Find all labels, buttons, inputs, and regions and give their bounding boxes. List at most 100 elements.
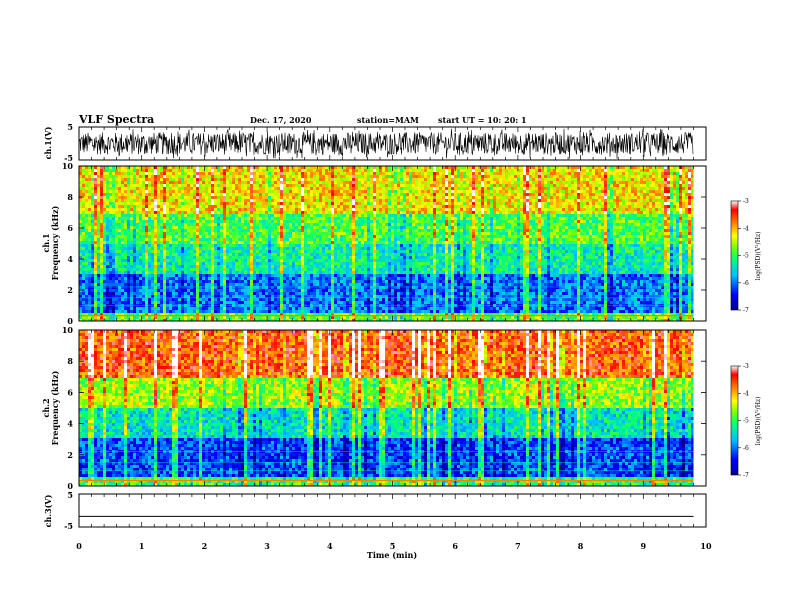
spectrogram-cell: [217, 175, 220, 178]
spectrogram-cell: [268, 214, 271, 217]
spectrogram-cell: [355, 208, 358, 211]
spectrogram-cell: [280, 184, 283, 187]
spectrogram-cell: [259, 235, 262, 238]
spectrogram-cell: [577, 169, 580, 172]
spectrogram-cell: [658, 169, 661, 172]
spectrogram-cell: [286, 223, 289, 226]
spectrogram-cell: [289, 220, 292, 223]
spectrogram-cell: [112, 196, 115, 199]
spectrogram-cell: [94, 187, 97, 190]
spectrogram-cell: [481, 178, 484, 181]
spectrogram-cell: [634, 169, 637, 172]
spectrogram-cell: [676, 199, 679, 202]
spectrogram-cell: [409, 208, 412, 211]
spectrogram-cell: [607, 205, 610, 208]
spectrogram-cell: [226, 184, 229, 187]
spectrogram-cell: [166, 229, 169, 232]
spectrogram-cell: [82, 205, 85, 208]
spectrogram-cell: [664, 217, 667, 220]
spectrogram-cell: [637, 232, 640, 235]
spectrogram-cell: [574, 184, 577, 187]
spectrogram-cell: [619, 166, 622, 169]
spectrogram-cell: [604, 181, 607, 184]
spectrogram-cell: [514, 217, 517, 220]
spectrogram-cell: [598, 184, 601, 187]
spectrogram-cell: [328, 211, 331, 214]
spectrogram-cell: [457, 220, 460, 223]
spectrogram-cell: [517, 232, 520, 235]
spectrogram-cell: [418, 211, 421, 214]
spectrogram-cell: [580, 181, 583, 184]
spectrogram-cell: [100, 196, 103, 199]
spectrogram-cell: [223, 178, 226, 181]
spectrogram-cell: [616, 181, 619, 184]
spectrogram-cell: [568, 178, 571, 181]
spectrogram-cell: [298, 202, 301, 205]
spectrogram-cell: [217, 166, 220, 169]
spectrogram-cell: [541, 232, 544, 235]
spectrogram-cell: [358, 178, 361, 181]
spectrogram-cell: [154, 193, 157, 196]
spectrogram-cell: [88, 226, 91, 229]
spectrogram-cell: [679, 193, 682, 196]
spectrogram-cell: [433, 193, 436, 196]
spectrogram-cell: [556, 235, 559, 238]
spectrogram-cell: [475, 229, 478, 232]
spectrogram-cell: [565, 199, 568, 202]
spectrogram-cell: [517, 235, 520, 238]
spectrogram-cell: [337, 181, 340, 184]
spectrogram-cell: [595, 166, 598, 169]
spectrogram-cell: [454, 175, 457, 178]
spectrogram-cell: [340, 220, 343, 223]
spectrogram-cell: [118, 226, 121, 229]
spectrogram-cell: [352, 214, 355, 217]
spectrogram-cell: [559, 187, 562, 190]
spectrogram-cell: [187, 181, 190, 184]
spectrogram-cell: [169, 175, 172, 178]
spectrogram-cell: [532, 196, 535, 199]
spectrogram-cell: [607, 208, 610, 211]
spectrogram-cell: [613, 169, 616, 172]
spectrogram-cell: [382, 199, 385, 202]
spectrogram-cell: [214, 181, 217, 184]
spectrogram-cell: [337, 172, 340, 175]
spectrogram-cell: [85, 193, 88, 196]
spectrogram-cell: [88, 238, 91, 241]
spectrogram-cell: [475, 214, 478, 217]
spectrogram-cell: [271, 220, 274, 223]
spectrogram-cell: [421, 187, 424, 190]
spectrogram-cell: [301, 217, 304, 220]
spectrogram-cell: [373, 208, 376, 211]
spectrogram-cell: [526, 205, 529, 208]
spectrogram-cell: [169, 187, 172, 190]
spectrogram-cell: [664, 172, 667, 175]
spectrogram-cell: [181, 169, 184, 172]
spectrogram-cell: [253, 193, 256, 196]
spectrogram-cell: [658, 199, 661, 202]
spectrogram-cell: [685, 220, 688, 223]
spectrogram-cell: [634, 202, 637, 205]
spectrogram-cell: [187, 187, 190, 190]
spectrogram-cell: [337, 202, 340, 205]
spectrogram-cell: [298, 178, 301, 181]
spectrogram-cell: [160, 217, 163, 220]
spectrogram-cell: [130, 175, 133, 178]
spectrogram-cell: [601, 196, 604, 199]
spectrogram-cell: [361, 235, 364, 238]
spectrogram-cell: [367, 205, 370, 208]
spectrogram-cell: [652, 181, 655, 184]
spectrogram-cell: [190, 220, 193, 223]
spectrogram-cell: [367, 229, 370, 232]
spectrogram-cell: [280, 166, 283, 169]
spectrogram-cell: [415, 184, 418, 187]
spectrogram-cell: [283, 229, 286, 232]
spectrogram-cell: [496, 196, 499, 199]
spectrogram-cell: [568, 208, 571, 211]
spectrogram-cell: [349, 202, 352, 205]
spectrogram-cell: [253, 232, 256, 235]
spectrogram-cell: [358, 172, 361, 175]
spectrogram-cell: [352, 178, 355, 181]
spectrogram-cell: [97, 211, 100, 214]
spectrogram-cell: [676, 178, 679, 181]
spectrogram-cell: [109, 208, 112, 211]
